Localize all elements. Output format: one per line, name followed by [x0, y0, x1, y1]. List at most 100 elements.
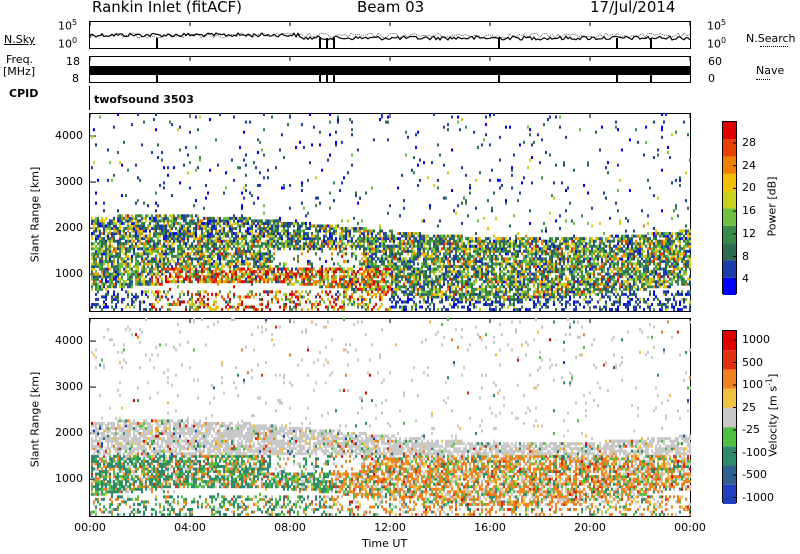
power-cell	[247, 247, 249, 251]
power-cell	[513, 262, 515, 266]
power-cell	[119, 239, 121, 243]
power-cell	[103, 272, 105, 276]
power-cell	[287, 234, 289, 238]
power-cell	[121, 285, 123, 289]
power-cell	[473, 297, 475, 301]
power-cell	[301, 277, 303, 281]
power-cell	[143, 262, 145, 266]
power-cell	[205, 221, 207, 225]
power-cell	[465, 237, 467, 241]
power-cell	[199, 115, 201, 119]
power-cell	[155, 275, 157, 279]
power-cell	[229, 259, 231, 263]
power-cell	[171, 303, 173, 307]
power-cell	[249, 239, 251, 243]
power-cell	[411, 292, 413, 296]
power-cell	[191, 221, 193, 225]
power-cell	[471, 287, 473, 291]
power-cell	[161, 282, 163, 286]
power-cell	[365, 234, 367, 238]
power-cell	[187, 267, 189, 271]
power-cell	[363, 262, 365, 266]
power-cell	[93, 303, 95, 307]
power-cell	[137, 267, 139, 271]
power-cell	[373, 247, 375, 251]
power-cell	[135, 262, 137, 266]
power-cell	[445, 257, 447, 261]
power-cell	[371, 234, 373, 238]
power-cell	[107, 249, 109, 253]
power-cell	[507, 275, 509, 279]
power-cell	[417, 287, 419, 291]
power-cell	[389, 237, 391, 241]
power-cell	[275, 219, 277, 223]
power-cell	[287, 275, 289, 279]
power-cell	[233, 305, 235, 309]
power-cell	[221, 275, 223, 279]
power-cbar-swatch	[723, 139, 736, 157]
power-cell	[129, 265, 131, 269]
power-cell	[431, 285, 433, 289]
power-cell	[235, 275, 237, 279]
power-cell	[317, 303, 319, 307]
power-cell	[243, 272, 245, 276]
power-cell	[489, 290, 491, 294]
power-cell	[101, 270, 103, 274]
power-cell	[103, 244, 105, 248]
power-cell	[169, 120, 171, 124]
power-cell	[183, 224, 185, 228]
power-cell	[173, 237, 175, 241]
power-cell	[449, 295, 451, 299]
power-cell	[255, 234, 257, 238]
power-cell	[333, 242, 335, 246]
power-cell	[231, 277, 233, 281]
power-cell	[211, 280, 213, 284]
power-cell	[413, 237, 415, 241]
power-cell	[179, 181, 181, 185]
power-cell	[507, 252, 509, 256]
power-cell	[419, 300, 421, 304]
power-cell	[243, 221, 245, 225]
power-cell	[447, 259, 449, 263]
power-cell	[133, 249, 135, 253]
power-cell	[257, 249, 259, 253]
power-cell	[115, 280, 117, 284]
power-cell	[95, 216, 97, 220]
power-cell	[219, 239, 221, 243]
power-cell	[437, 265, 439, 269]
power-cell	[275, 295, 277, 299]
power-cell	[273, 244, 275, 248]
power-cell	[201, 219, 203, 223]
power-cell	[451, 285, 453, 289]
power-cell	[281, 267, 283, 271]
power-cell	[101, 277, 103, 281]
power-cell	[297, 227, 299, 231]
power-cell	[407, 259, 409, 263]
power-cell	[199, 262, 201, 266]
power-cell	[439, 282, 441, 286]
power-cell	[253, 257, 255, 261]
power-cell	[245, 257, 247, 261]
power-cell	[207, 297, 209, 301]
power-cell	[399, 259, 401, 263]
power-cell	[91, 244, 93, 248]
power-cell	[493, 252, 495, 256]
power-cell	[321, 224, 323, 228]
power-cell	[489, 292, 491, 296]
power-cell	[429, 272, 431, 276]
power-cell	[197, 237, 199, 241]
power-cell	[249, 247, 251, 251]
power-cell	[341, 234, 343, 238]
power-cell	[397, 265, 399, 269]
power-cell	[475, 280, 477, 284]
power-cell	[267, 234, 269, 238]
power-cell	[107, 265, 109, 269]
power-cell	[111, 285, 113, 289]
power-cell	[209, 254, 211, 258]
power-cell	[149, 270, 151, 274]
power-cell	[209, 237, 211, 241]
power-cell	[399, 287, 401, 291]
power-cell	[419, 247, 421, 251]
power-cell	[315, 282, 317, 286]
power-cell	[307, 262, 309, 266]
